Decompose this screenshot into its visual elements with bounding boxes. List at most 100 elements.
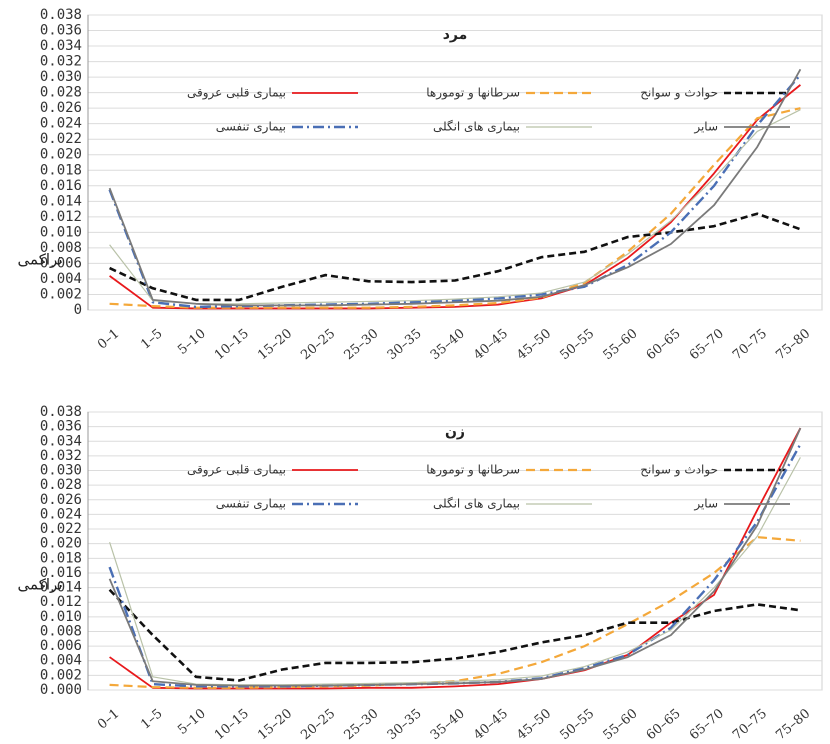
series-line — [108, 73, 802, 309]
y-tick-label: 0.028 — [40, 85, 82, 101]
y-tick-label: 0.032 — [40, 448, 82, 464]
y-tick-label: 0.018 — [40, 550, 82, 566]
x-tick-label: 1–5 — [138, 706, 165, 732]
y-tick-label: 0.030 — [40, 463, 82, 479]
y-axis-label: تراکمی — [18, 576, 63, 594]
y-tick-label: 0.012 — [40, 209, 82, 225]
y-tick-label: 0.038 — [40, 7, 82, 23]
y-tick-label: 0.000 — [40, 682, 82, 698]
legend-label: سایر — [693, 120, 718, 135]
x-tick-label: 75–80 — [773, 706, 813, 743]
x-tick-label: 30–35 — [385, 326, 425, 363]
legend-label: سرطانها و تومورها — [426, 463, 520, 478]
y-tick-label: 0.034 — [40, 38, 82, 54]
y-tick-label: 0.024 — [40, 116, 82, 132]
x-tick-label: 65–70 — [687, 706, 727, 743]
series-line — [108, 427, 802, 687]
y-axis-label: تراکمی — [18, 251, 63, 269]
legend-label: بیماری تنفسی — [216, 120, 286, 135]
y-tick-label: 0.016 — [40, 178, 82, 194]
plot-area — [87, 411, 823, 691]
chart-title: زن — [445, 424, 465, 440]
x-tick-label: 45–50 — [514, 326, 554, 363]
series-line — [108, 588, 801, 682]
y-tick-label: 0.032 — [40, 54, 82, 70]
x-tick-label: 10–15 — [212, 706, 252, 743]
x-tick-label: 20–25 — [298, 326, 338, 363]
y-tick-label: 0.020 — [40, 536, 82, 552]
y-tick-label: 0.022 — [40, 521, 82, 537]
y-tick-label: 0.024 — [40, 506, 82, 522]
x-tick-label: 0–1 — [95, 706, 122, 732]
y-tick-label: 0.036 — [40, 419, 82, 435]
y-tick-label: 0.006 — [40, 255, 82, 271]
series-line — [108, 68, 802, 307]
x-tick-label: 25–30 — [341, 326, 381, 363]
y-tick-label: 0 — [74, 302, 82, 318]
y-tick-label: 0.010 — [40, 224, 82, 240]
x-tick-label: 50–55 — [557, 706, 597, 743]
y-tick-label: 0.038 — [40, 404, 82, 420]
legend-label: سایر — [693, 497, 718, 512]
y-tick-label: 0.002 — [40, 286, 82, 302]
x-tick-label: 40–45 — [471, 706, 511, 743]
y-tick-label: 0.034 — [40, 433, 82, 449]
x-tick-label: 15–20 — [255, 326, 295, 363]
x-tick-label: 60–65 — [644, 326, 684, 363]
x-tick-label: 15–20 — [255, 706, 295, 743]
x-tick-label: 25–30 — [341, 706, 381, 743]
y-tick-label: 0.008 — [40, 623, 82, 639]
chart: 00.0020.0040.0060.0080.0100.0120.0140.01… — [18, 7, 823, 363]
y-tick-label: 0.018 — [40, 162, 82, 178]
legend-label: بیماری های انگلی — [433, 497, 520, 512]
x-tick-label: 70–75 — [730, 706, 770, 743]
x-tick-label: 50–55 — [557, 326, 597, 363]
x-tick-label: 1–5 — [138, 326, 165, 352]
y-tick-label: 0.004 — [40, 653, 82, 669]
x-tick-label: 35–40 — [428, 326, 468, 363]
x-tick-label: 60–65 — [644, 706, 684, 743]
plot-area — [87, 14, 823, 311]
chart-title: مرد — [443, 27, 468, 43]
y-tick-label: 0.014 — [40, 193, 82, 209]
legend-label: بیماری های انگلی — [433, 120, 520, 135]
y-tick-label: 0.030 — [40, 69, 82, 85]
legend-label: حوادث و سوانح — [640, 463, 718, 478]
y-tick-label: 0.026 — [40, 492, 82, 508]
series-line — [109, 107, 801, 309]
y-tick-label: 0.036 — [40, 23, 82, 39]
x-tick-label: 5–10 — [175, 326, 209, 358]
legend-label: حوادث و سوانح — [640, 86, 718, 101]
y-tick-label: 0.008 — [40, 240, 82, 256]
series-line — [109, 536, 801, 689]
y-tick-label: 0.010 — [40, 609, 82, 625]
y-tick-label: 0.012 — [40, 594, 82, 610]
y-tick-label: 0.014 — [40, 580, 82, 596]
x-tick-label: 65–70 — [687, 326, 727, 363]
chart: 0.0000.0020.0040.0060.0080.0100.0120.014… — [18, 404, 823, 743]
x-tick-label: 45–50 — [514, 706, 554, 743]
y-tick-label: 0.020 — [40, 147, 82, 163]
y-tick-label: 0.028 — [40, 477, 82, 493]
x-tick-label: 55–60 — [601, 706, 641, 743]
legend-label: سرطانها و تومورها — [426, 86, 520, 101]
x-tick-label: 0–1 — [95, 326, 122, 352]
x-tick-label: 30–35 — [385, 706, 425, 743]
x-tick-label: 75–80 — [773, 326, 813, 363]
x-tick-label: 10–15 — [212, 326, 252, 363]
y-tick-label: 0.022 — [40, 131, 82, 147]
x-tick-label: 5–10 — [175, 706, 209, 738]
y-tick-label: 0.006 — [40, 638, 82, 654]
x-tick-label: 70–75 — [730, 326, 770, 363]
x-tick-label: 20–25 — [298, 706, 338, 743]
legend-label: بیماری تنفسی — [216, 497, 286, 512]
x-tick-label: 35–40 — [428, 706, 468, 743]
legend-label: بیماری قلبی عروقی — [187, 463, 286, 478]
y-tick-label: 0.004 — [40, 271, 82, 287]
y-tick-label: 0.026 — [40, 100, 82, 116]
y-tick-label: 0.002 — [40, 667, 82, 683]
legend-label: بیماری قلبی عروقی — [187, 86, 286, 101]
y-tick-label: 0.016 — [40, 565, 82, 581]
x-tick-label: 55–60 — [601, 326, 641, 363]
